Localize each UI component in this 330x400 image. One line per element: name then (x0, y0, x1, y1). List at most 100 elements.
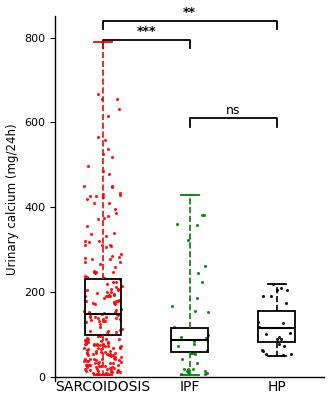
Point (112, 292, 117, 298)
Point (102, 363, 107, 369)
Point (95, 371, 100, 378)
Point (108, 350, 113, 357)
Point (84, 337, 89, 343)
Point (101, 150, 106, 157)
Point (82, 273, 87, 280)
Point (94, 192, 99, 199)
Point (118, 369, 123, 375)
Point (190, 350, 196, 356)
Point (108, 241, 113, 248)
Point (84, 319, 89, 325)
Point (119, 306, 124, 312)
Point (116, 356, 122, 363)
Point (83, 362, 88, 368)
Point (117, 190, 123, 196)
Point (100, 168, 106, 174)
Point (101, 318, 106, 324)
Point (256, 324, 261, 330)
Point (99, 349, 104, 355)
Point (88, 356, 93, 362)
Point (202, 368, 208, 374)
Point (115, 298, 121, 304)
Point (98, 342, 103, 348)
Point (98, 363, 103, 370)
Point (115, 367, 120, 373)
Point (84, 222, 89, 229)
Point (112, 299, 117, 306)
Point (97, 260, 102, 267)
Point (92, 270, 97, 276)
Point (204, 370, 210, 376)
Point (105, 288, 110, 295)
Text: ns: ns (226, 104, 240, 116)
Point (84, 350, 90, 356)
Point (92, 360, 97, 366)
Point (184, 368, 189, 374)
Point (282, 342, 287, 349)
Point (84, 368, 89, 374)
Point (116, 336, 122, 342)
Y-axis label: Urinary calcium (mg/24h): Urinary calcium (mg/24h) (6, 123, 18, 275)
Point (99, 355, 104, 362)
Point (84, 362, 89, 368)
Point (91, 268, 96, 274)
Point (109, 366, 114, 373)
Point (204, 335, 209, 341)
Point (102, 137, 108, 144)
Point (192, 350, 197, 357)
Point (111, 365, 116, 371)
Point (96, 90, 101, 97)
Point (111, 269, 116, 275)
Point (276, 341, 281, 348)
Point (113, 206, 118, 212)
Point (108, 289, 113, 295)
Point (114, 329, 119, 336)
Point (115, 287, 120, 293)
Point (92, 342, 97, 348)
Point (84, 339, 89, 346)
Point (117, 276, 122, 282)
Point (95, 315, 101, 322)
Point (91, 200, 97, 206)
Point (97, 333, 103, 340)
Point (85, 346, 90, 352)
Point (96, 362, 102, 369)
Point (115, 286, 120, 292)
Point (188, 350, 193, 357)
Point (259, 347, 264, 353)
Point (102, 295, 107, 301)
Point (84, 350, 90, 356)
Point (82, 337, 88, 343)
Point (269, 293, 274, 299)
Point (93, 357, 98, 363)
Point (94, 341, 99, 347)
Point (195, 222, 200, 228)
Point (117, 327, 122, 334)
Point (106, 146, 111, 152)
Point (111, 291, 116, 297)
Point (185, 237, 191, 244)
Point (192, 308, 197, 314)
Point (109, 182, 115, 189)
Point (182, 366, 187, 372)
Point (108, 243, 113, 250)
Point (114, 279, 119, 286)
Point (93, 268, 99, 275)
Point (84, 274, 89, 280)
Point (280, 320, 286, 327)
Point (115, 368, 120, 374)
Point (118, 250, 123, 257)
Point (85, 364, 90, 370)
Point (88, 313, 93, 320)
Point (112, 350, 117, 357)
Point (92, 269, 97, 275)
Point (279, 336, 284, 342)
Point (85, 162, 91, 169)
Point (284, 300, 289, 306)
Point (82, 356, 87, 362)
Point (86, 362, 92, 368)
Point (114, 96, 119, 103)
Point (98, 338, 103, 344)
Point (205, 309, 211, 315)
Point (113, 307, 118, 313)
